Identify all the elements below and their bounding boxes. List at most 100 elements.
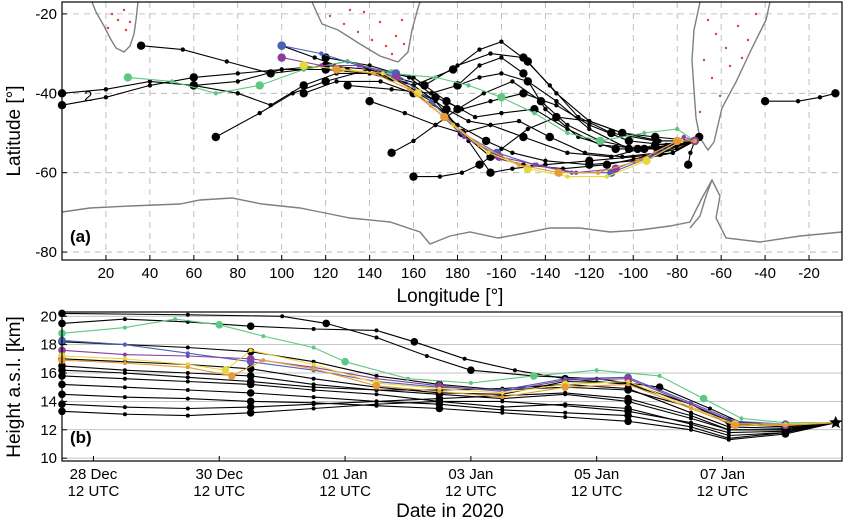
- series-point: [486, 150, 491, 155]
- series-point: [500, 407, 505, 412]
- series-point: [554, 99, 559, 104]
- y-tick-label: 12: [40, 422, 57, 439]
- map-frame: [61, 1, 843, 261]
- end-star-marker: [829, 415, 843, 429]
- series-point: [277, 41, 286, 50]
- series-point: [459, 170, 465, 175]
- series-point: [675, 126, 680, 132]
- series-point: [311, 359, 316, 364]
- y-tick-label: 18: [40, 337, 57, 354]
- series-point: [543, 107, 548, 112]
- series-point: [455, 63, 460, 68]
- x-tick-label: 100: [269, 265, 294, 282]
- series-13: [58, 346, 838, 430]
- series-point: [552, 112, 561, 122]
- map-y-axis-label: Latitude [°]: [4, 85, 25, 176]
- series-point: [500, 390, 505, 395]
- series-point: [642, 130, 647, 136]
- series-point: [519, 132, 528, 142]
- series-point: [299, 81, 308, 90]
- series-point: [611, 144, 620, 154]
- series-point: [689, 406, 693, 411]
- series-point: [378, 79, 383, 84]
- x-tick-label: -120: [574, 265, 604, 282]
- map-grid: [62, 2, 842, 260]
- series-point: [582, 150, 588, 155]
- series-point: [795, 99, 801, 104]
- series-point: [684, 160, 693, 169]
- series-point: [215, 321, 224, 329]
- series-point: [453, 105, 462, 114]
- series-point: [689, 410, 693, 415]
- series-point: [651, 132, 660, 142]
- series-point: [365, 97, 374, 106]
- series-point: [475, 160, 484, 169]
- series-point: [563, 390, 568, 395]
- y-tick-label: -40: [35, 85, 57, 102]
- series-point: [689, 427, 693, 432]
- x-tick-label: -40: [754, 265, 776, 282]
- y-tick-label: -20: [35, 6, 57, 23]
- series-point: [543, 158, 548, 163]
- coastline-africa-south: [91, 1, 139, 53]
- series-point: [246, 372, 255, 380]
- x-tick-label: 60: [185, 265, 202, 282]
- series-point: [510, 79, 515, 84]
- series-point: [235, 71, 240, 76]
- series-point: [440, 112, 449, 122]
- series-point: [431, 93, 440, 102]
- series-point: [122, 385, 127, 390]
- series-point: [246, 355, 255, 363]
- series-point: [472, 114, 478, 120]
- series-point: [169, 79, 175, 84]
- series-point: [510, 166, 515, 171]
- series-point: [261, 334, 266, 339]
- panel-label-a: (a): [70, 227, 91, 246]
- series-point: [499, 110, 504, 116]
- series-point: [409, 172, 418, 181]
- x-tick-label: 01 Jan: [323, 466, 368, 483]
- series-point: [374, 402, 379, 407]
- series-point: [185, 354, 190, 358]
- series-point: [374, 373, 379, 378]
- series-point: [699, 394, 708, 403]
- series-point: [123, 73, 133, 82]
- series-point: [228, 372, 236, 380]
- series-point: [437, 389, 442, 394]
- series-point: [554, 103, 559, 108]
- trajectory-series: [57, 39, 840, 181]
- series-line: [303, 64, 695, 178]
- series-point: [500, 405, 505, 410]
- series-point: [635, 158, 640, 163]
- series-point: [497, 93, 506, 102]
- series-point: [411, 75, 416, 80]
- coastlines: [61, 1, 843, 245]
- series-point: [407, 87, 412, 92]
- series-point: [477, 75, 482, 80]
- series-point: [642, 156, 651, 165]
- series-line: [61, 349, 836, 427]
- series-point: [406, 376, 410, 381]
- series-point: [519, 69, 528, 78]
- series-point: [311, 376, 316, 381]
- series-point: [437, 386, 442, 391]
- x-tick-label: -160: [486, 265, 516, 282]
- series-point: [726, 437, 731, 442]
- series-point: [290, 91, 295, 96]
- x-tick-sublabel: 12 UTC: [193, 483, 245, 500]
- series-point: [565, 174, 570, 179]
- x-tick-sublabel: 12 UTC: [68, 483, 120, 500]
- series-point: [585, 156, 594, 165]
- x-tick-label: 20: [98, 265, 115, 282]
- series-point: [371, 71, 377, 76]
- series-point: [545, 132, 554, 142]
- series-point: [248, 348, 253, 353]
- series-point: [246, 397, 255, 406]
- series-point: [341, 357, 349, 366]
- x-tick-label: 40: [142, 265, 159, 282]
- x-tick-sublabel: 12 UTC: [571, 483, 623, 500]
- x-tick-label: 05 Jan: [574, 466, 619, 483]
- series-point: [185, 413, 190, 418]
- series-point: [624, 407, 632, 416]
